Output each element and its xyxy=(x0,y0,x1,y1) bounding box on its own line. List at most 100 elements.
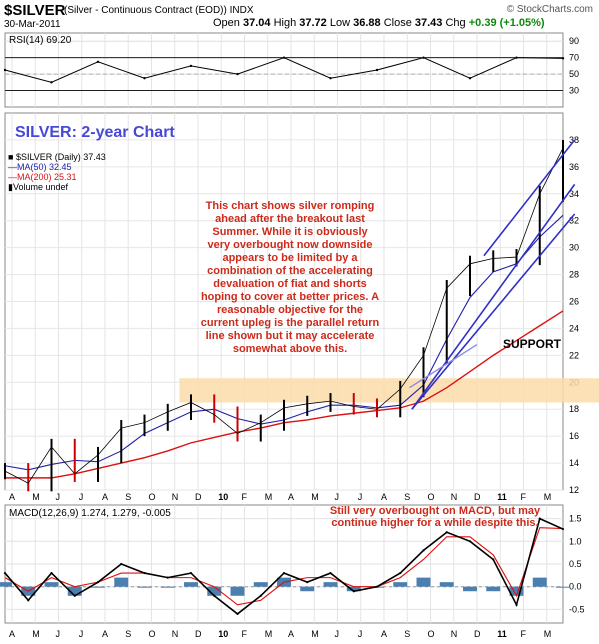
macd-hist-bar xyxy=(67,586,82,596)
x-tick-label: A xyxy=(9,629,15,639)
macd-hist-bar xyxy=(463,586,477,592)
macd-point xyxy=(189,571,193,575)
x-tick-label: M xyxy=(544,629,552,639)
macd-hist-bar xyxy=(44,582,59,587)
macd-hist-bar xyxy=(184,582,198,587)
legend-ma200: —MA(200) 25.31 xyxy=(8,172,77,182)
legend-ma50: —MA(50) 32.45 xyxy=(8,162,72,172)
macd-hist-bar xyxy=(556,586,570,588)
macd-hist-bar xyxy=(137,586,152,588)
low-label: Low xyxy=(329,17,351,29)
x-tick-label: N xyxy=(172,492,179,502)
x-tick-label: A xyxy=(288,629,294,639)
date: 30-Mar-2011 xyxy=(4,19,61,30)
rsi-point xyxy=(515,56,518,59)
x-tick-label: 10 xyxy=(218,629,228,639)
macd-point xyxy=(375,585,379,588)
macd-hist-bar xyxy=(160,586,175,588)
price-tick-label: 30 xyxy=(569,243,579,253)
price-tick-label: 26 xyxy=(569,297,579,307)
support-label: SUPPORT xyxy=(503,337,562,351)
open-value: 37.04 xyxy=(242,17,271,29)
price-tick-label: 22 xyxy=(569,350,579,360)
macd-point xyxy=(3,571,7,575)
chart-title: SILVER: 2-year Chart xyxy=(15,124,175,141)
macd-hist-bar xyxy=(439,582,454,587)
x-tick-label: 11 xyxy=(497,492,507,502)
macd-point xyxy=(259,594,262,597)
macd-tick-label: -0.5 xyxy=(569,604,585,614)
macd-point xyxy=(50,571,53,575)
macd-point xyxy=(515,603,518,606)
macd-hist-bar xyxy=(393,582,408,587)
x-tick-label: N xyxy=(172,629,179,639)
macd-point xyxy=(166,576,169,579)
macd-hist-bar xyxy=(230,586,245,596)
x-tick-label: J xyxy=(79,492,84,502)
price-tick-label: 36 xyxy=(569,162,579,172)
x-tick-label: M xyxy=(32,492,40,502)
macd-hist-bar xyxy=(0,582,12,587)
x-tick-label: A xyxy=(102,629,108,639)
x-tick-label: A xyxy=(9,492,15,502)
x-tick-label: J xyxy=(55,492,60,502)
x-tick-label: A xyxy=(102,492,108,502)
x-tick-label: J xyxy=(79,629,84,639)
macd-point xyxy=(561,527,565,531)
macd-point xyxy=(329,571,332,575)
legend-price: ■ $SILVER (Daily) 37.43 xyxy=(8,152,106,162)
chg-label: Chg xyxy=(445,17,466,29)
macd-point xyxy=(236,612,239,616)
price-tick-label: 12 xyxy=(569,485,579,495)
annotation-text: This chart shows silver romping ahead af… xyxy=(200,200,380,355)
macd-hist-bar xyxy=(346,586,361,592)
x-tick-label: J xyxy=(55,629,60,639)
x-tick-label: A xyxy=(381,492,387,502)
legend-volume: ▮Volume undef xyxy=(8,182,68,192)
x-tick-label: 10 xyxy=(218,492,228,502)
macd-hist-bar xyxy=(253,582,268,587)
x-tick-label: M xyxy=(265,492,273,502)
x-tick-label: J xyxy=(358,629,363,639)
rsi-label: RSI(14) 69.20 xyxy=(9,35,72,46)
macd-point xyxy=(282,571,286,575)
macd-hist-bar xyxy=(323,582,338,587)
brand-logo: © StockCharts.com xyxy=(506,4,593,15)
rsi-point xyxy=(422,56,425,59)
x-tick-label: S xyxy=(125,492,131,502)
macd-point xyxy=(306,581,309,584)
x-tick-label: O xyxy=(427,492,434,502)
x-tick-label: A xyxy=(381,629,387,639)
channel-upper-line xyxy=(483,139,576,257)
x-tick-label: F xyxy=(520,629,526,639)
x-tick-label: S xyxy=(404,492,410,502)
macd-point xyxy=(468,540,472,543)
price-tick-label: 16 xyxy=(569,431,579,441)
price-tick-label: 32 xyxy=(569,216,579,226)
macd-tick-label: 1.0 xyxy=(569,536,582,546)
rsi-point xyxy=(282,56,286,59)
panel-rsi xyxy=(4,32,564,108)
macd-label: MACD(12,26,9) 1.274, 1.279, -0.005 xyxy=(9,508,171,519)
macd-tick-label: 0.0 xyxy=(569,582,582,592)
rsi-point xyxy=(50,81,53,84)
x-tick-label: D xyxy=(474,492,481,502)
rsi-point xyxy=(329,77,332,80)
short-trend-line xyxy=(409,343,478,389)
macd-point xyxy=(96,581,100,584)
x-tick-label: D xyxy=(195,629,202,639)
macd-hist-bar xyxy=(300,586,315,592)
rsi-point xyxy=(189,64,193,68)
x-tick-label: M xyxy=(32,629,40,639)
macd-point xyxy=(73,594,76,597)
rsi-point xyxy=(3,68,7,72)
macd-point xyxy=(27,599,30,602)
x-tick-label: N xyxy=(451,629,458,639)
x-tick-label: J xyxy=(334,492,339,502)
macd-hist-bar xyxy=(416,577,431,587)
x-tick-label: O xyxy=(427,629,434,639)
rsi-tick-label: 90 xyxy=(569,36,579,46)
high-value: 37.72 xyxy=(299,17,327,29)
channel-lower-line xyxy=(411,213,576,410)
